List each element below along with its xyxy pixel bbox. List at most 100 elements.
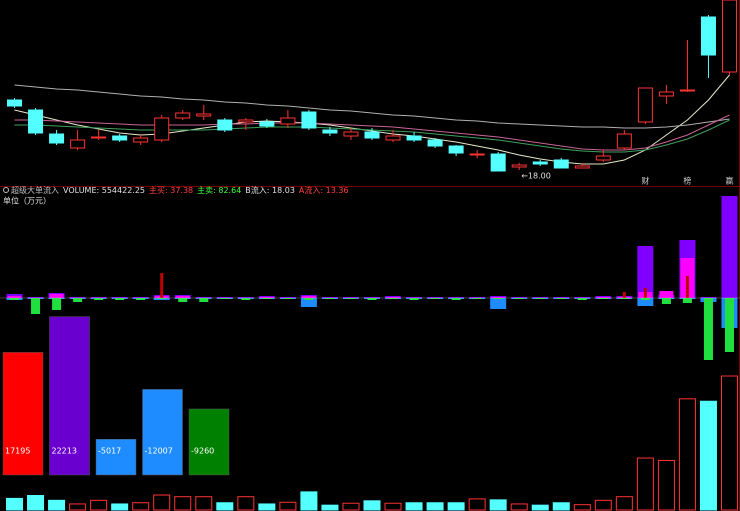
summary-bar <box>95 438 137 476</box>
moving-average <box>14 114 730 151</box>
volume-bar <box>636 457 654 511</box>
volume-bar <box>657 459 675 511</box>
indicator-header: 超级大单流入 VOLUME: 554422.25 主买: 37.38 主卖: 82.6… <box>11 185 349 195</box>
flow-bar <box>661 298 671 304</box>
flow-bar <box>69 297 86 298</box>
flow-bar <box>451 298 461 300</box>
volume-bar <box>153 494 171 511</box>
flow-bar <box>637 246 654 298</box>
flow-bar <box>27 297 44 298</box>
flow-bar <box>220 298 230 299</box>
flow-bar <box>241 298 251 300</box>
flow-bar <box>388 298 398 299</box>
flow-bar <box>237 297 254 298</box>
indicator-icon <box>3 187 9 193</box>
flow-bar <box>598 298 608 299</box>
flow-bar <box>406 297 423 298</box>
flow-bar <box>94 298 104 300</box>
indicator-readout: 主买: 37.38 <box>149 185 193 195</box>
flow-bar <box>321 297 338 298</box>
flow-bar <box>659 291 674 298</box>
candle-tag: 财 <box>641 176 649 186</box>
candle-body <box>196 113 212 117</box>
flow-bar <box>283 298 293 299</box>
candle-body <box>238 119 254 123</box>
volume-bar <box>426 502 444 511</box>
flow-bar <box>619 298 629 299</box>
flow-bar <box>364 297 380 298</box>
volume-bar <box>615 496 633 511</box>
flow-bar <box>430 298 440 299</box>
candle-body <box>490 153 506 172</box>
candle-body <box>574 165 590 169</box>
flow-bar <box>132 297 149 298</box>
volume-bar <box>69 503 87 511</box>
summary-label: -5017 <box>98 447 121 456</box>
candle-body <box>49 133 65 144</box>
flow-bar <box>535 298 545 299</box>
volume-bar <box>405 502 423 511</box>
volume-bar <box>720 375 738 511</box>
flow-bar <box>279 297 296 298</box>
flow-bar <box>342 297 359 298</box>
candle-body <box>679 89 695 92</box>
flow-bar <box>514 298 524 299</box>
flow-bar <box>491 297 506 298</box>
volume-bar <box>531 504 549 511</box>
flow-bar <box>49 294 64 298</box>
flow-bar <box>111 297 128 298</box>
candle-body <box>406 135 422 141</box>
summary-bar <box>49 316 90 476</box>
flow-bar <box>178 298 188 302</box>
flow-bar <box>448 297 465 298</box>
flow-bar <box>574 297 591 298</box>
candle-body <box>175 112 191 119</box>
unit-label: 单位（万元） <box>3 196 51 206</box>
volume-bar <box>363 500 381 511</box>
flow-bar <box>52 298 62 310</box>
candle-body <box>616 133 632 149</box>
flow-bar <box>640 298 650 300</box>
flow-bar <box>259 297 274 298</box>
volume-bar <box>90 499 108 511</box>
candle-body <box>301 111 317 129</box>
flow-bar <box>175 296 190 298</box>
flow-bar <box>199 298 209 302</box>
candle-body <box>511 164 527 168</box>
flow-bar <box>262 298 272 299</box>
flow-bar <box>682 298 692 303</box>
candle-tag: 赢 <box>725 176 733 186</box>
flow-bar <box>427 297 444 298</box>
flow-bar <box>472 298 482 299</box>
candle-body <box>553 159 569 169</box>
candle-body <box>91 136 107 139</box>
flow-bar <box>90 297 107 298</box>
candle-body <box>700 16 716 56</box>
candle-body <box>385 135 401 141</box>
flow-bar <box>637 298 654 306</box>
candle-body <box>7 99 23 107</box>
flow-bar <box>386 297 401 298</box>
volume-bar <box>279 501 297 511</box>
flow-bar <box>724 298 734 352</box>
flow-bar <box>700 297 717 298</box>
volume-bar <box>468 498 486 511</box>
candle-body <box>322 129 338 134</box>
candle-body <box>595 155 611 161</box>
volume-bar <box>699 400 717 511</box>
flow-bar <box>325 298 335 299</box>
summary-label: 22213 <box>52 447 77 456</box>
flow-bar <box>469 297 486 298</box>
candle-body <box>70 139 86 149</box>
summary-bar <box>188 408 230 476</box>
summary-label: -9260 <box>191 447 214 456</box>
candle-body <box>112 135 128 141</box>
flow-bar <box>136 298 146 300</box>
volume-bar <box>321 504 339 511</box>
summary-bar <box>2 352 44 476</box>
candle-body <box>364 131 380 139</box>
flow-bar <box>577 298 587 300</box>
candle-tag: 榜 <box>683 176 691 186</box>
indicator-title: 超级大单流入 <box>11 185 59 195</box>
